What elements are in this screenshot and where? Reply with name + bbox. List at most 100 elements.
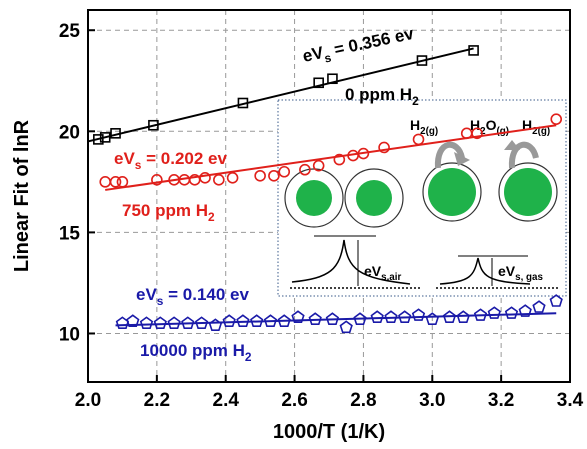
point [291,310,305,324]
point [313,77,324,89]
concentration-label-part: 2 [208,210,215,224]
point [148,119,159,131]
energy-label: eVs = 0.202 ev [114,149,228,172]
point [370,310,384,324]
concentration-label-part: 750 ppm H [122,201,208,220]
point [416,55,428,66]
point [299,163,311,176]
point [268,169,280,182]
x-tick-label: 2.6 [281,390,307,411]
point [412,133,425,146]
point [213,174,225,186]
grain-core [296,180,332,216]
y-tick-label: 10 [59,324,80,345]
x-tick-label: 2.0 [75,390,101,411]
concentration-label-part: 2 [412,94,419,108]
concentration-label: 0 ppm H2 [345,85,419,108]
barrier-curve [439,257,531,285]
gas-arrow-head [504,140,520,150]
point [378,141,390,154]
inset-label-part: (g) [496,126,509,137]
point [308,312,322,326]
x-tick-label: 3.2 [488,390,514,411]
inset-label-part: O [486,117,497,133]
point [222,314,236,328]
point [237,97,249,109]
point [181,316,195,330]
energy-label-part: eV [136,285,157,304]
inset-label-part: H [410,117,420,133]
energy-label-part: = 0.140 ev [163,285,249,304]
x-tick-label: 3.0 [419,390,445,411]
point [442,310,457,324]
point [226,172,239,184]
concentration-label-part: 10000 ppm H [140,341,245,360]
point [398,310,412,324]
fit-line [115,312,557,327]
point [357,147,370,160]
inset-label: H2O(g) [470,117,509,137]
gas-arrow [508,141,539,169]
inset-label-part: 2 [480,126,486,137]
point [333,153,346,166]
point [550,113,563,125]
x-tick-label: 3.4 [557,390,584,411]
grain-core [504,168,552,216]
point [139,316,154,330]
point [384,310,398,324]
point [167,316,181,330]
y-tick-label: 20 [59,122,80,143]
inset-label: H2(g) [522,117,550,137]
point [468,45,479,56]
point [353,312,367,326]
gas-arrow [434,141,465,169]
x-tick-label: 2.4 [213,390,240,411]
point [254,169,266,182]
point [99,132,111,143]
point [126,314,140,328]
inset-label-part: eV [498,263,516,279]
point [194,316,209,330]
inset-label-part: 2(g) [532,126,550,137]
point [504,306,519,319]
point [250,314,264,328]
inset-label: H2(g) [410,117,438,137]
point [327,73,338,85]
inset-label-part: s,air [381,272,401,283]
x-tick-label: 2.2 [144,390,170,411]
point [325,312,340,326]
point [549,294,563,307]
energy-label-part: s [157,294,164,308]
energy-label-part: eV [114,149,135,168]
point [278,165,291,178]
inset-label-part: 2(g) [420,126,438,137]
x-axis-label: 1000/T (1/K) [273,421,385,443]
energy-label-part: s [135,158,142,172]
point [110,128,121,139]
inset-label: eVs,air [364,263,401,283]
point [471,127,483,140]
x-tick-label: 2.8 [350,390,376,411]
grain-core [428,168,476,216]
point [109,176,122,188]
point [236,314,250,328]
y-tick-label: 15 [59,223,81,244]
concentration-label-part: 2 [245,350,252,364]
point [411,308,426,321]
fit-line [87,47,474,143]
concentration-label: 10000 ppm H2 [140,341,252,364]
point [532,300,546,313]
point [93,134,104,145]
point [199,172,211,184]
concentration-label: 750 ppm H2 [122,201,215,224]
energy-label-part: s [323,50,333,65]
point [487,306,501,319]
energy-label-part: eV [301,43,326,66]
y-tick-label: 25 [59,21,81,42]
grain-core [356,180,392,216]
inset-label-part: eV [364,263,382,279]
barrier-curve [291,239,411,285]
point [153,316,167,330]
gas-arrow-head [454,152,470,166]
